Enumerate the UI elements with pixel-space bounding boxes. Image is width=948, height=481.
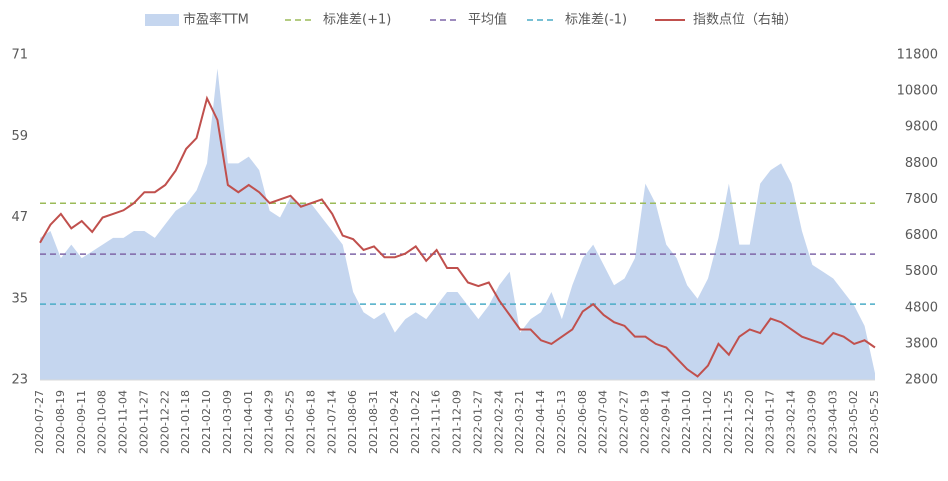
y-tick-label: 35 xyxy=(11,291,28,306)
y-tick-label: 47 xyxy=(11,210,28,225)
y2-tick-label: 11800 xyxy=(897,48,938,63)
x-tick-label: 2021-04-29 xyxy=(263,390,276,454)
y2-tick-label: 3800 xyxy=(905,336,938,351)
x-tick-label: 2021-03-09 xyxy=(221,390,234,454)
x-tick-label: 2022-04-14 xyxy=(534,390,547,454)
y-tick-label: 59 xyxy=(11,129,28,144)
x-tick-label: 2021-05-25 xyxy=(284,390,297,454)
y2-tick-label: 5800 xyxy=(905,264,938,279)
x-tick-label: 2020-12-22 xyxy=(158,390,171,454)
x-tick-label: 2021-12-09 xyxy=(451,390,464,454)
legend-label: 平均值 xyxy=(468,12,507,28)
x-tick-label: 2022-01-27 xyxy=(471,390,484,454)
x-tick-label: 2022-07-27 xyxy=(618,390,631,454)
x-tick-label: 2021-11-16 xyxy=(430,390,443,454)
x-tick-label: 2022-11-25 xyxy=(722,390,735,454)
x-tick-label: 2022-08-19 xyxy=(638,390,651,454)
x-tick-label: 2023-05-25 xyxy=(868,390,881,454)
x-tick-label: 2020-11-27 xyxy=(137,390,150,454)
x-tick-label: 2021-02-10 xyxy=(200,390,213,454)
x-tick-label: 2020-07-27 xyxy=(33,390,46,454)
x-tick-label: 2020-08-19 xyxy=(54,390,67,454)
y-tick-label: 23 xyxy=(11,373,28,388)
x-tick-label: 2022-12-20 xyxy=(743,390,756,454)
y2-tick-label: 9800 xyxy=(905,120,938,135)
x-tick-label: 2022-03-21 xyxy=(513,390,526,454)
x-tick-label: 2022-10-10 xyxy=(680,390,693,454)
y2-tick-label: 7800 xyxy=(905,192,938,207)
index-line xyxy=(39,95,876,378)
x-tick-label: 2023-01-17 xyxy=(764,390,777,454)
x-tick-label: 2022-05-13 xyxy=(555,390,568,454)
x-tick-label: 2020-10-08 xyxy=(96,390,109,454)
y2-tick-label: 4800 xyxy=(905,300,938,315)
x-tick-label: 2022-02-24 xyxy=(492,390,505,454)
legend-label: 市盈率TTM xyxy=(183,12,249,28)
x-tick-label: 2021-10-22 xyxy=(409,390,422,454)
x-tick-label: 2022-09-14 xyxy=(659,390,672,454)
legend-label: 标准差(-1) xyxy=(565,13,627,28)
x-tick-label: 2021-01-18 xyxy=(179,390,192,454)
x-tick-label: 2021-08-31 xyxy=(367,390,380,454)
x-tick-label: 2022-11-02 xyxy=(701,390,714,454)
x-tick-label: 2022-07-04 xyxy=(597,390,610,454)
x-tick-label: 2023-05-02 xyxy=(847,390,860,454)
x-tick-label: 2022-06-08 xyxy=(576,390,589,454)
y2-tick-label: 10800 xyxy=(897,84,938,99)
y2-tick-label: 8800 xyxy=(905,156,938,171)
x-tick-label: 2021-08-06 xyxy=(346,390,359,454)
legend-swatch xyxy=(145,14,179,26)
x-tick-label: 2021-07-14 xyxy=(325,390,338,454)
x-tick-label: 2020-09-11 xyxy=(75,390,88,454)
x-tick-label: 2021-04-01 xyxy=(242,390,255,454)
x-tick-label: 2023-04-03 xyxy=(826,390,839,454)
x-tick-label: 2020-11-04 xyxy=(117,390,130,454)
x-tick-label: 2023-02-14 xyxy=(785,390,798,454)
x-tick-label: 2021-09-24 xyxy=(388,390,401,454)
x-tick-label: 2021-06-18 xyxy=(304,390,317,454)
x-tick-label: 2023-03-09 xyxy=(805,390,818,454)
legend-label: 指数点位（右轴） xyxy=(693,13,797,28)
y2-tick-label: 2800 xyxy=(905,373,938,388)
y2-tick-label: 6800 xyxy=(905,228,938,243)
y-tick-label: 71 xyxy=(11,48,28,63)
pe-area xyxy=(40,68,875,381)
legend-label: 标准差(+1) xyxy=(323,13,391,28)
